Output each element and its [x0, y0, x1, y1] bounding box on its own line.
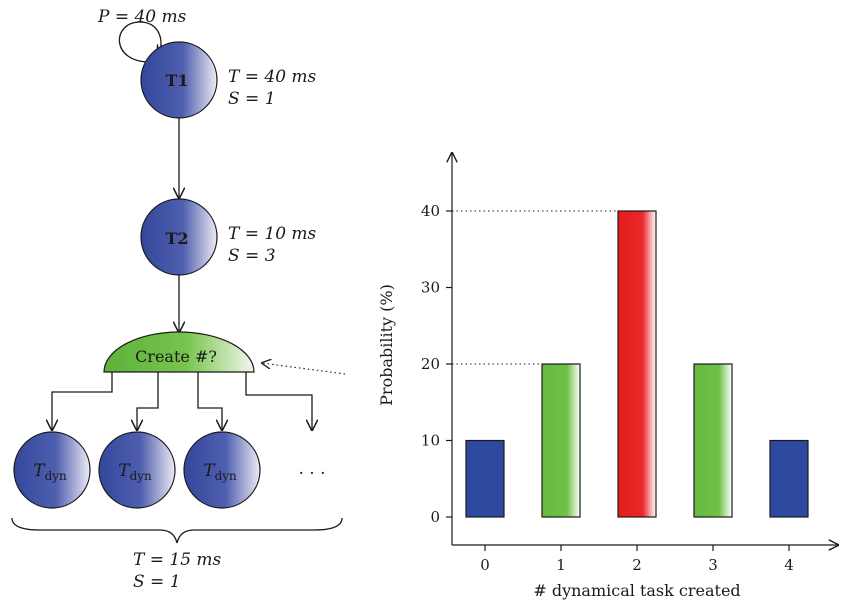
task-graph: P = 40 ms T1 T = 40 ms S = 1 T2 T = 10 m… — [11, 7, 346, 592]
t2-s-label: S = 3 — [228, 246, 276, 266]
edge-create-tdyn-1 — [52, 372, 113, 430]
create-to-chart-connector — [262, 363, 346, 375]
t2-time-label: T = 10 ms — [228, 224, 317, 244]
tdyn-ellipsis: . . . — [298, 459, 325, 479]
tdyn-node-2: Tdyn — [98, 431, 176, 509]
create-node — [103, 331, 255, 373]
svg-text:Tdyn: Tdyn — [203, 461, 237, 483]
x-tick-label: 2 — [632, 556, 642, 574]
bar-4 — [769, 439, 809, 518]
create-node-label: Create #? — [135, 347, 217, 366]
tdyn-label-main: T — [203, 461, 216, 481]
t1-s-label: S = 1 — [228, 89, 276, 109]
tdyn-label-sub: dyn — [45, 469, 67, 483]
probability-chart: 0 10 20 30 40 0 1 2 3 4 Probability (%) # dynami… — [377, 153, 838, 600]
x-axis-label: # dynamical task created — [533, 581, 740, 600]
y-tick-label: 40 — [421, 202, 440, 220]
svg-text:Tdyn: Tdyn — [33, 461, 67, 483]
svg-text:Tdyn: Tdyn — [118, 461, 152, 483]
tdyn-time-label: T = 15 ms — [133, 550, 222, 570]
y-tick-label: 10 — [421, 432, 440, 450]
tdyn-label-sub: dyn — [130, 469, 152, 483]
y-tick-label: 0 — [430, 508, 440, 526]
edge-create-tdyn-3 — [197, 372, 222, 430]
tdyn-s-label: S = 1 — [133, 572, 181, 592]
t2-node-label: T2 — [165, 229, 188, 248]
bars — [465, 210, 809, 518]
y-tick-label: 20 — [421, 355, 440, 373]
tdyn-node-3: Tdyn — [183, 431, 261, 509]
self-loop-arrow — [118, 21, 161, 63]
edge-create-tdyn-more — [245, 372, 312, 430]
reference-lines — [452, 210, 618, 365]
x-tick-label: 4 — [784, 556, 794, 574]
t1-period-label: P = 40 ms — [97, 7, 187, 27]
x-tick-label: 0 — [480, 556, 490, 574]
y-tick-label: 30 — [421, 279, 440, 297]
t1-time-label: T = 40 ms — [228, 67, 317, 87]
x-tick-label: 1 — [556, 556, 566, 574]
x-tick-label: 3 — [708, 556, 718, 574]
tdyn-group-brace — [11, 517, 343, 544]
bar-1 — [541, 363, 581, 518]
y-ticks: 0 10 20 30 40 — [421, 202, 452, 526]
edge-create-tdyn-2 — [137, 372, 159, 430]
tdyn-label-main: T — [118, 461, 131, 481]
t1-node-label: T1 — [165, 71, 188, 90]
x-ticks: 0 1 2 3 4 — [480, 545, 794, 574]
bar-0 — [465, 439, 505, 518]
bar-3 — [693, 363, 733, 518]
tdyn-node-1: Tdyn — [13, 431, 91, 509]
tdyn-label-main: T — [33, 461, 46, 481]
tdyn-label-sub: dyn — [215, 469, 237, 483]
y-axis-label: Probability (%) — [377, 284, 396, 406]
bar-2 — [617, 210, 657, 518]
